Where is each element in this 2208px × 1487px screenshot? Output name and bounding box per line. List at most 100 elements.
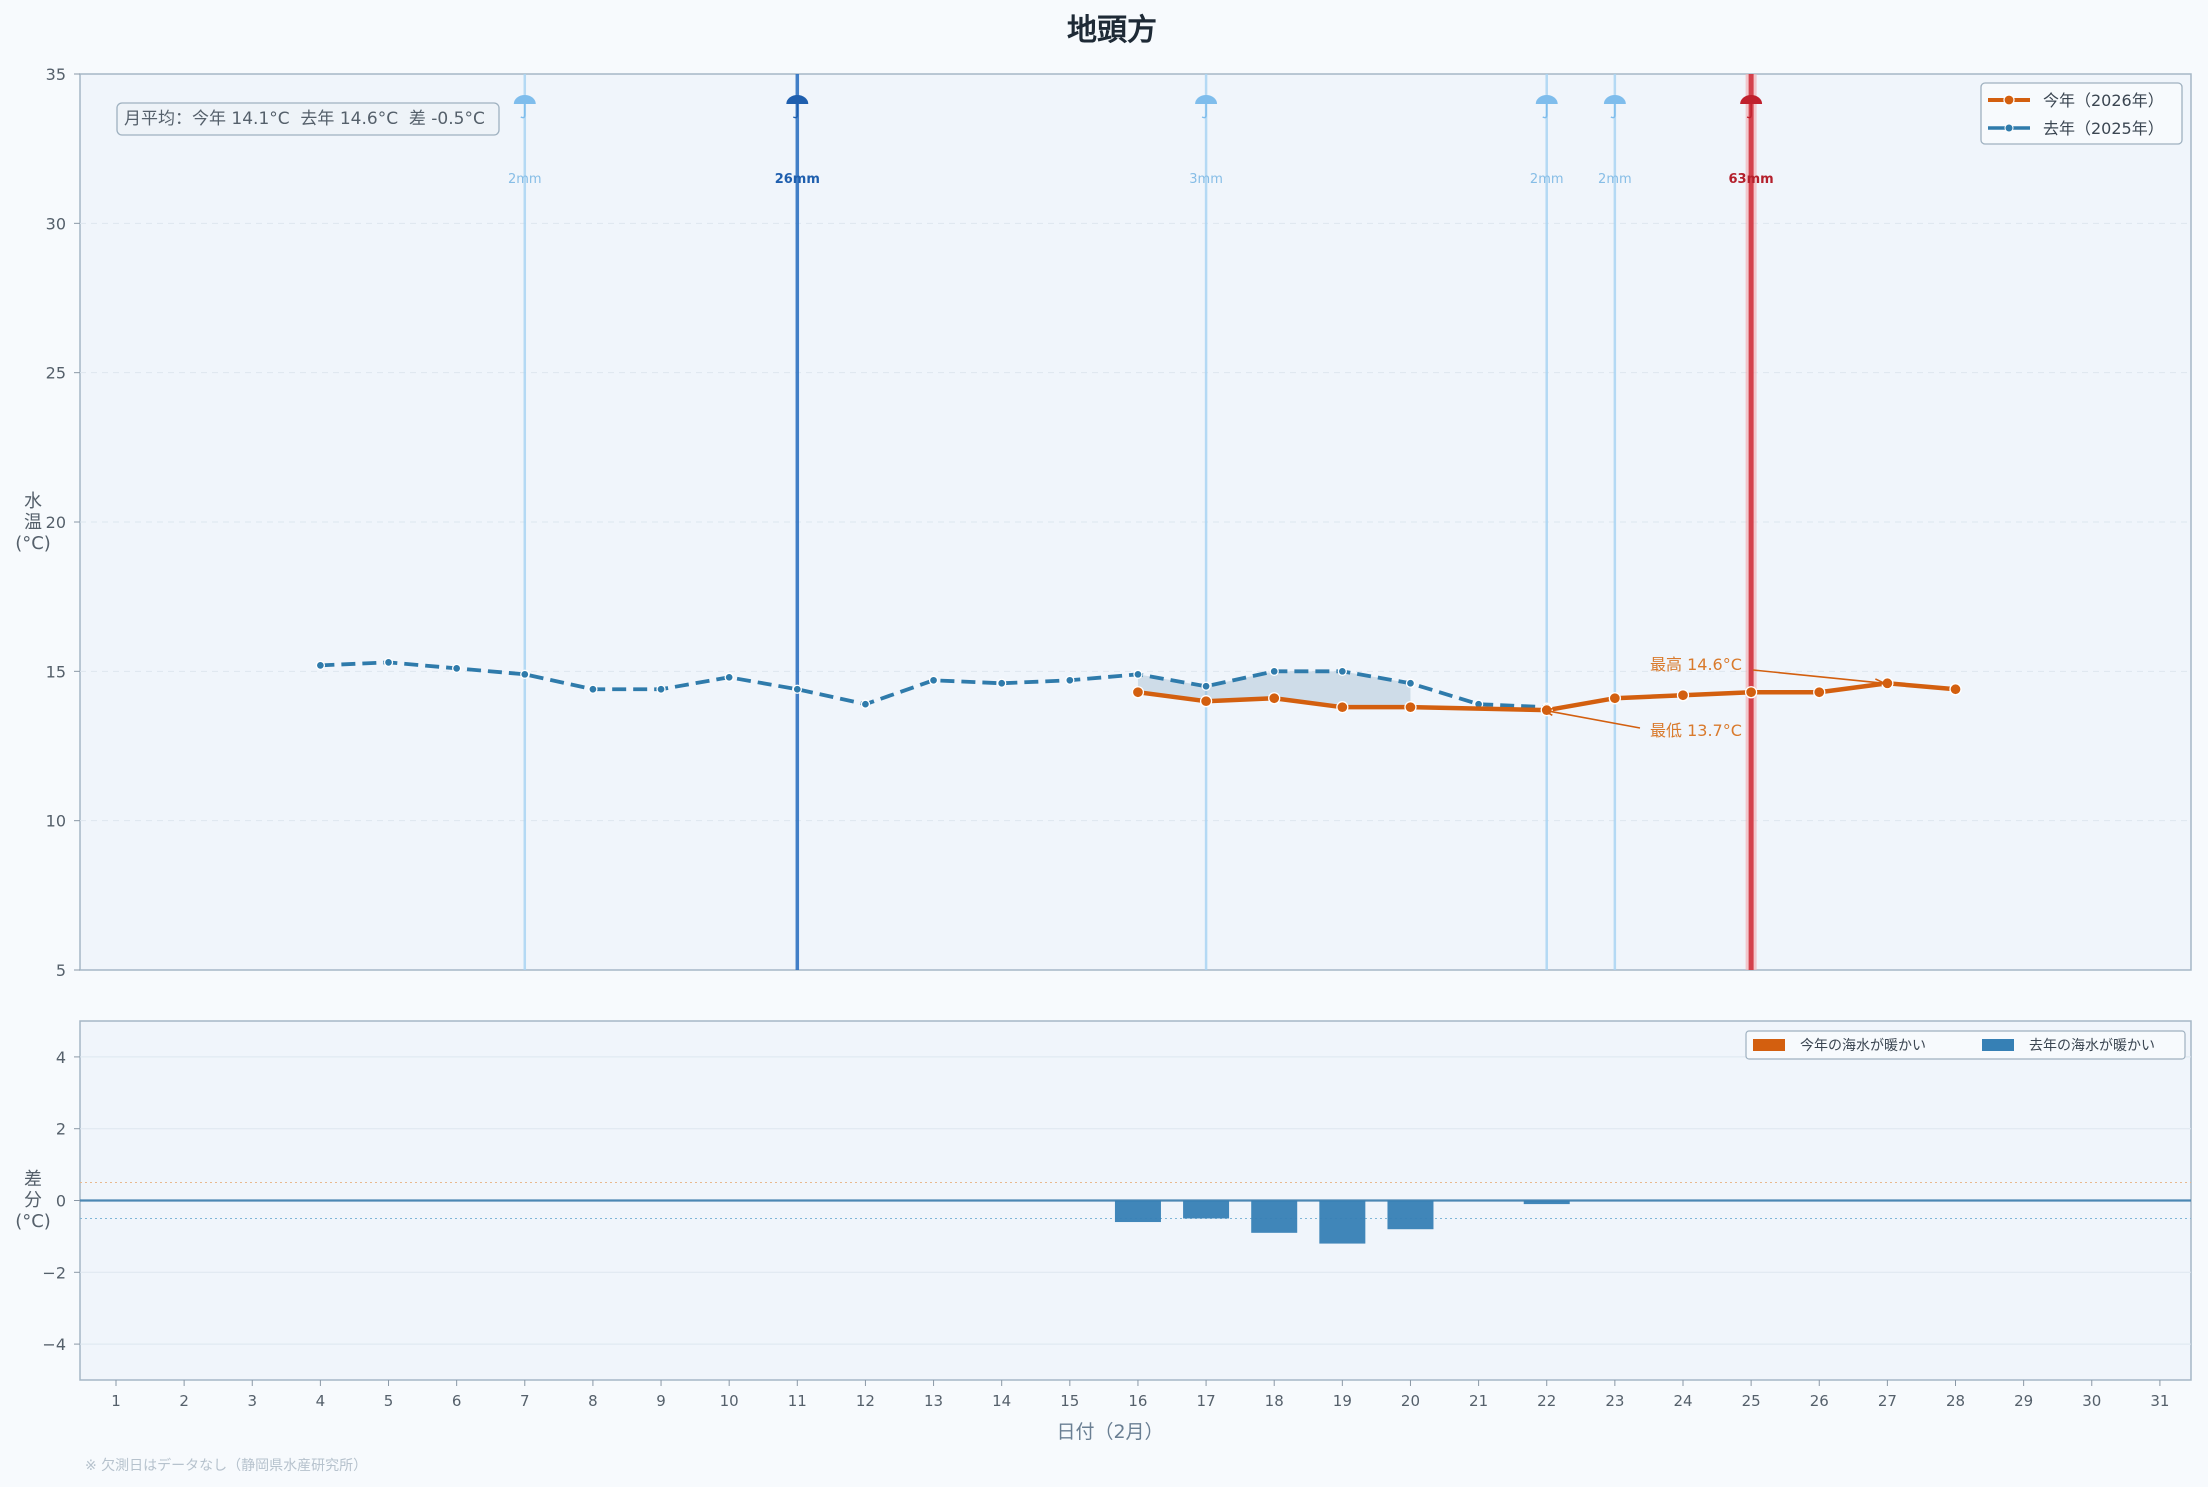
y-tick-label: 5 <box>56 961 66 980</box>
y-tick-label: 4 <box>56 1048 66 1067</box>
annotation-arrowhead <box>1874 678 1885 687</box>
diff-bar <box>1523 1200 1570 1205</box>
last-year-point <box>656 684 666 694</box>
umbrella-handle <box>1746 104 1752 119</box>
x-tick-label: 2 <box>179 1392 189 1410</box>
legend-this-year: 今年（2026年） <box>2043 91 2164 110</box>
last-year-point <box>1337 666 1347 676</box>
diff-legend-frame <box>1745 1030 2186 1060</box>
last-year-point <box>860 699 871 709</box>
annotation-arrowhead <box>1543 707 1554 716</box>
annotation-arrow <box>1543 709 1641 729</box>
x-tick-label: 25 <box>1742 1392 1761 1410</box>
main-legend: 今年（2026年） 去年（2025年） <box>1980 82 2183 145</box>
this-year-point <box>1949 683 1962 696</box>
this-year-point <box>1199 695 1213 708</box>
x-tick-label: 1 <box>111 1392 121 1410</box>
main-y-ticks: 5 10 15 20 25 30 35 <box>46 65 80 980</box>
x-tick-label: 20 <box>1401 1392 1420 1410</box>
x-tick-label: 27 <box>1878 1392 1897 1410</box>
last-year-point <box>724 672 734 682</box>
diff-y-ticks: −4 −2 0 2 4 <box>42 1048 80 1354</box>
this-year-point <box>1676 689 1690 702</box>
umbrella-icon <box>1740 95 1763 104</box>
this-year-point <box>1404 701 1417 714</box>
x-tick-label: 18 <box>1265 1392 1284 1410</box>
rain-label: 3mm <box>1189 172 1223 187</box>
x-tick-label: 29 <box>2014 1392 2033 1410</box>
diff-bar <box>1251 1200 1298 1233</box>
last-year-point <box>383 657 394 668</box>
footnote: ※ 欠測日はデータなし（静岡県水産研究所） <box>85 1457 367 1474</box>
last-year-point <box>315 660 326 671</box>
umbrella-icon <box>513 95 536 104</box>
umbrella-handle <box>1201 104 1207 119</box>
legend-last-year: 去年（2025年） <box>2043 119 2164 138</box>
x-tick-label: 10 <box>720 1392 739 1410</box>
x-tick-label: 7 <box>520 1392 530 1410</box>
y-tick-label: 10 <box>46 812 66 831</box>
last-year-point <box>1269 666 1279 676</box>
x-tick-label: 22 <box>1537 1392 1556 1410</box>
last-year-point <box>451 663 462 673</box>
annotation-arrow <box>1752 669 1885 685</box>
annotation-label: 最低 13.7°C <box>1650 721 1742 740</box>
x-tick-label: 31 <box>2150 1392 2169 1410</box>
last-year-point <box>997 678 1007 688</box>
legend-cold-swatch <box>1982 1039 2014 1051</box>
chart-title: 地頭方 <box>1067 13 1157 48</box>
umbrella-icon <box>1535 95 1558 104</box>
last-year-point <box>588 684 598 694</box>
monthly-average-frame <box>116 102 500 136</box>
rain-label: 63mm <box>1729 172 1774 187</box>
x-tick-label: 3 <box>247 1392 257 1410</box>
this-year-point <box>1813 686 1826 699</box>
monthly-average-box: 月平均：今年 14.1°C 去年 14.6°C 差 -0.5°C <box>116 102 500 136</box>
last-year-point <box>792 684 802 694</box>
this-year-point <box>1268 692 1281 705</box>
x-tick-label: 14 <box>992 1392 1011 1410</box>
x-tick-label: 19 <box>1333 1392 1352 1410</box>
y-axis-label-main: 水温(°C) <box>15 491 51 554</box>
x-tick-label: 28 <box>1946 1392 1965 1410</box>
y-axis-label-part: (°C) <box>15 533 51 554</box>
y-tick-label: 2 <box>56 1120 66 1139</box>
x-tick-label: 9 <box>656 1392 666 1410</box>
umbrella-handle <box>520 104 526 119</box>
last-year-point <box>1201 681 1211 691</box>
legend-last-year-warmer: 去年の海水が暖かい <box>2029 1038 2155 1054</box>
y-axis-label-part: (°C) <box>15 1211 51 1232</box>
y-axis-label-part: 差 <box>24 1169 42 1190</box>
umbrella-handle <box>1610 104 1616 119</box>
y-tick-label: 0 <box>56 1192 66 1211</box>
this-year-point <box>1608 692 1622 705</box>
y-axis-label-part: 分 <box>24 1190 42 1211</box>
rain-label: 26mm <box>775 172 820 187</box>
x-tick-label: 6 <box>452 1392 462 1410</box>
x-axis-label: 日付（2月） <box>1056 1421 1163 1443</box>
x-tick-label: 23 <box>1605 1392 1624 1410</box>
x-tick-label: 17 <box>1197 1392 1216 1410</box>
this-year-point <box>1336 701 1349 714</box>
x-tick-label: 5 <box>384 1392 394 1410</box>
x-ticks: 1 2 3 4 5 6 7 8 9 10 11 12 13 14 15 16 17 18 19 20 21 22 23 24 2… <box>111 1380 2169 1410</box>
umbrella-icon <box>1603 95 1626 104</box>
main-legend-frame <box>1980 82 2183 145</box>
last-year-point <box>1405 678 1416 688</box>
diff-legend: 今年の海水が暖かい 去年の海水が暖かい <box>1745 1030 2186 1060</box>
y-tick-label: −2 <box>42 1263 66 1282</box>
x-tick-label: 24 <box>1673 1392 1692 1410</box>
series-layer <box>315 657 1962 717</box>
diff-bars <box>1114 1200 1570 1244</box>
main-plot-area <box>79 73 2192 971</box>
last-year-point <box>1133 669 1143 679</box>
y-tick-label: 35 <box>46 65 66 84</box>
last-year-point <box>928 675 939 685</box>
x-tick-label: 13 <box>924 1392 943 1410</box>
last-year-point <box>520 669 530 679</box>
x-tick-label: 30 <box>2082 1392 2101 1410</box>
umbrella-handle <box>792 104 799 119</box>
y-tick-label: −4 <box>42 1335 66 1354</box>
last-year-point <box>1065 675 1075 685</box>
x-tick-label: 21 <box>1469 1392 1488 1410</box>
